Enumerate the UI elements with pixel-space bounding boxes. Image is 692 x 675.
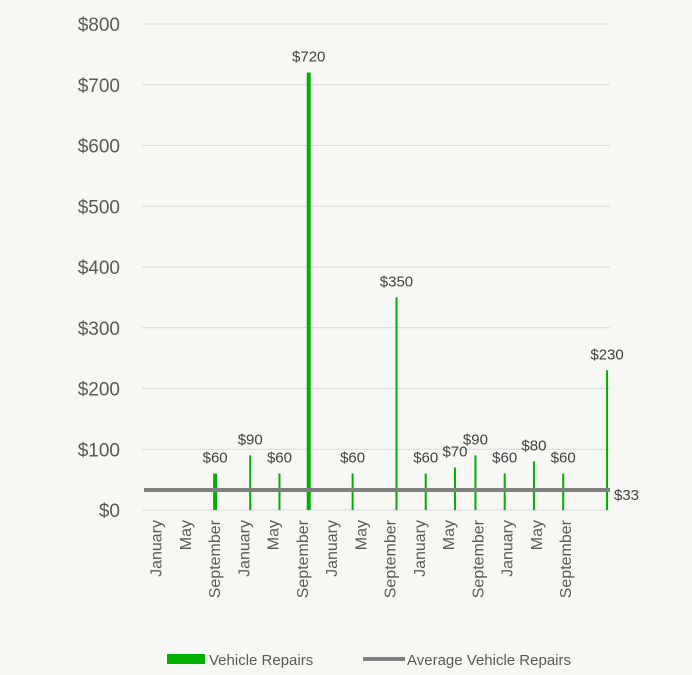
x-tick-label: September — [383, 519, 400, 598]
x-tick: January — [500, 520, 517, 577]
legend-label: Vehicle Repairs — [209, 652, 313, 669]
y-tick-label: $300 — [78, 319, 120, 340]
bar — [249, 455, 252, 510]
x-tick: September — [207, 519, 224, 598]
x-tick: May — [266, 520, 283, 550]
data-label: $60 — [492, 450, 517, 467]
x-tick-label: September — [207, 519, 224, 598]
data-label: $230 — [590, 346, 623, 363]
x-tick: May — [529, 520, 546, 550]
legend-swatch-bar — [167, 654, 205, 664]
x-tick-label: May — [353, 520, 370, 550]
x-tick-label: January — [236, 520, 253, 577]
bar — [532, 461, 535, 510]
y-tick-label: $600 — [78, 137, 120, 158]
x-tick: September — [295, 519, 312, 598]
x-tick: September — [558, 519, 575, 598]
x-tick-label: May — [178, 520, 195, 550]
data-label: $60 — [203, 450, 228, 467]
data-label: $720 — [292, 49, 325, 66]
x-tick: May — [178, 520, 195, 550]
x-tick-label: May — [441, 520, 458, 550]
bar-series — [213, 72, 609, 510]
average-line-group: $33 — [144, 487, 639, 504]
data-labels: $60$90$60$720$60$350$60 $70$90$60$80$60$2… — [203, 49, 624, 467]
y-axis: $0 $100 $200 $300 $400 $500 $600 $700 $800 — [78, 15, 120, 522]
x-tick: September — [470, 519, 487, 598]
x-tick: May — [353, 520, 370, 550]
x-tick-label: January — [324, 520, 341, 577]
legend: Vehicle Repairs Average Vehicle Repairs — [167, 652, 571, 669]
legend-item-vehicle-repairs: Vehicle Repairs — [167, 652, 313, 669]
data-label: $60 — [413, 450, 438, 467]
data-label: $90 — [238, 431, 263, 448]
data-label: $350 — [380, 273, 413, 290]
x-tick: September — [383, 519, 400, 598]
x-tick-label: September — [470, 519, 487, 598]
x-tick: January — [412, 520, 429, 577]
x-tick: January — [149, 520, 166, 577]
y-tick-label: $800 — [78, 15, 120, 36]
x-tick: May — [441, 520, 458, 550]
y-tick-label: $700 — [78, 76, 120, 97]
y-tick-label: $0 — [99, 501, 120, 522]
grid-lines — [142, 23, 610, 511]
data-label: $60 — [551, 450, 576, 467]
average-line-label: $33 — [614, 487, 639, 504]
x-tick-label: September — [295, 519, 312, 598]
data-label: $70 — [442, 443, 467, 460]
data-label: $90 — [463, 431, 488, 448]
x-tick: January — [324, 520, 341, 577]
bar — [606, 370, 609, 510]
x-tick-label: January — [412, 520, 429, 577]
bar — [474, 455, 477, 510]
data-label: $60 — [340, 450, 365, 467]
bar — [395, 297, 398, 510]
x-tick-label: January — [149, 520, 166, 577]
data-label: $60 — [267, 450, 292, 467]
legend-label: Average Vehicle Repairs — [407, 652, 571, 669]
y-tick-label: $500 — [78, 197, 120, 218]
x-tick-label: May — [529, 520, 546, 550]
legend-item-average: Average Vehicle Repairs — [363, 652, 571, 669]
y-tick-label: $100 — [78, 440, 120, 461]
x-tick-label: May — [266, 520, 283, 550]
y-tick-label: $200 — [78, 380, 120, 401]
y-tick-label: $400 — [78, 258, 120, 279]
data-label: $80 — [521, 437, 546, 454]
x-tick-label: September — [558, 519, 575, 598]
x-tick: January — [236, 520, 253, 577]
bar — [306, 72, 311, 510]
x-axis: January May September January May September Ja… — [149, 519, 576, 598]
x-tick-label: January — [500, 520, 517, 577]
